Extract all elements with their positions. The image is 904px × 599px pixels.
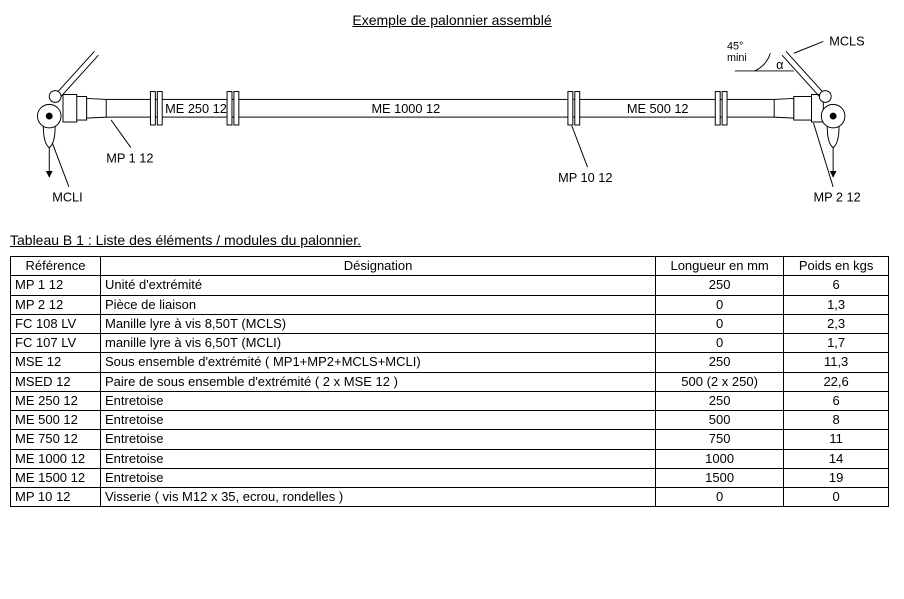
cell-reference: ME 750 12: [11, 430, 101, 449]
cell-weight: 11: [784, 430, 889, 449]
cell-designation: Unité d'extrémité: [101, 276, 656, 295]
cell-designation: Entretoise: [101, 411, 656, 430]
cell-length: 500: [656, 411, 784, 430]
mcls-label: MCLS: [829, 33, 864, 48]
cell-length: 750: [656, 430, 784, 449]
assembly-diagram: 45° mini α ME 250 12 ME 1000 12 ME 500 1…: [8, 28, 896, 218]
cell-designation: Entretoise: [101, 391, 656, 410]
cell-designation: Sous ensemble d'extrémité ( MP1+MP2+MCLS…: [101, 353, 656, 372]
cell-weight: 2,3: [784, 314, 889, 333]
cell-weight: 22,6: [784, 372, 889, 391]
cell-weight: 19: [784, 468, 889, 487]
col-header-weight: Poids en kgs: [784, 257, 889, 276]
cell-length: 500 (2 x 250): [656, 372, 784, 391]
table-row: MSE 12Sous ensemble d'extrémité ( MP1+MP…: [11, 353, 889, 372]
cell-length: 0: [656, 334, 784, 353]
cell-reference: FC 107 LV: [11, 334, 101, 353]
cell-designation: Entretoise: [101, 449, 656, 468]
cell-length: 0: [656, 295, 784, 314]
table-row: MP 1 12Unité d'extrémité2506: [11, 276, 889, 295]
mp1-label: MP 1 12: [106, 150, 153, 165]
cell-length: 250: [656, 276, 784, 295]
table-row: FC 107 LVmanille lyre à vis 6,50T (MCLI)…: [11, 334, 889, 353]
cell-length: 0: [656, 488, 784, 507]
cell-weight: 14: [784, 449, 889, 468]
cell-reference: MSED 12: [11, 372, 101, 391]
table-row: FC 108 LVManille lyre à vis 8,50T (MCLS)…: [11, 314, 889, 333]
cell-weight: 0: [784, 488, 889, 507]
col-header-length: Longueur en mm: [656, 257, 784, 276]
cell-reference: ME 1000 12: [11, 449, 101, 468]
cell-length: 0: [656, 314, 784, 333]
cell-designation: Visserie ( vis M12 x 35, ecrou, rondelle…: [101, 488, 656, 507]
mcli-label: MCLI: [52, 190, 82, 205]
cell-reference: MP 1 12: [11, 276, 101, 295]
beam-label-2: ME 1000 12: [371, 101, 440, 116]
col-header-reference: Référence: [11, 257, 101, 276]
cell-weight: 1,7: [784, 334, 889, 353]
table-row: ME 1000 12Entretoise100014: [11, 449, 889, 468]
angle-alpha-label: α: [776, 57, 783, 72]
cell-designation: Entretoise: [101, 468, 656, 487]
table-row: ME 750 12Entretoise75011: [11, 430, 889, 449]
table-row: MP 2 12Pièce de liaison01,3: [11, 295, 889, 314]
col-header-designation: Désignation: [101, 257, 656, 276]
table-row: ME 500 12Entretoise5008: [11, 411, 889, 430]
parts-table: Référence Désignation Longueur en mm Poi…: [10, 256, 889, 507]
cell-reference: MP 10 12: [11, 488, 101, 507]
cell-reference: ME 250 12: [11, 391, 101, 410]
cell-reference: ME 500 12: [11, 411, 101, 430]
mp2-label: MP 2 12: [813, 190, 860, 205]
cell-length: 1500: [656, 468, 784, 487]
cell-designation: Paire de sous ensemble d'extrémité ( 2 x…: [101, 372, 656, 391]
beam-label-3: ME 500 12: [627, 101, 689, 116]
cell-weight: 6: [784, 391, 889, 410]
cell-weight: 1,3: [784, 295, 889, 314]
table-row: ME 250 12Entretoise2506: [11, 391, 889, 410]
cell-length: 250: [656, 391, 784, 410]
table-title: Tableau B 1 : Liste des éléments / modul…: [10, 232, 896, 248]
cell-reference: MSE 12: [11, 353, 101, 372]
angle-45-label: 45°: [727, 40, 743, 52]
diagram-title: Exemple de palonnier assemblé: [8, 12, 896, 28]
cell-designation: manille lyre à vis 6,50T (MCLI): [101, 334, 656, 353]
cell-weight: 8: [784, 411, 889, 430]
angle-mini-label: mini: [727, 52, 747, 64]
diagram-region: Exemple de palonnier assemblé: [8, 12, 896, 218]
cell-designation: Entretoise: [101, 430, 656, 449]
table-header-row: Référence Désignation Longueur en mm Poi…: [11, 257, 889, 276]
mp10-label: MP 10 12: [558, 170, 612, 185]
cell-designation: Pièce de liaison: [101, 295, 656, 314]
cell-reference: FC 108 LV: [11, 314, 101, 333]
table-row: MSED 12Paire de sous ensemble d'extrémit…: [11, 372, 889, 391]
table-row: ME 1500 12Entretoise150019: [11, 468, 889, 487]
cell-designation: Manille lyre à vis 8,50T (MCLS): [101, 314, 656, 333]
table-row: MP 10 12Visserie ( vis M12 x 35, ecrou, …: [11, 488, 889, 507]
cell-length: 1000: [656, 449, 784, 468]
cell-weight: 6: [784, 276, 889, 295]
cell-reference: ME 1500 12: [11, 468, 101, 487]
beam-label-1: ME 250 12: [165, 101, 227, 116]
cell-reference: MP 2 12: [11, 295, 101, 314]
cell-weight: 11,3: [784, 353, 889, 372]
cell-length: 250: [656, 353, 784, 372]
